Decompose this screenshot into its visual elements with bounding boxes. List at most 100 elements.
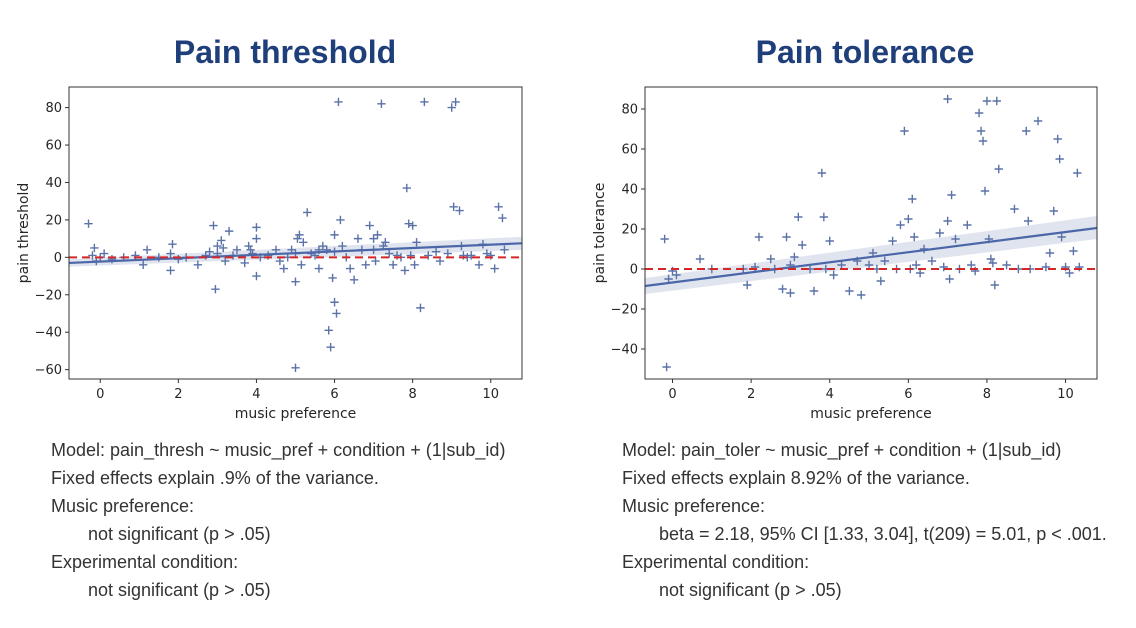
threshold-y-axis-label: pain threshold — [16, 183, 32, 284]
tolerance-data-point — [1055, 154, 1064, 164]
threshold-data-point — [412, 238, 421, 247]
tolerance-data-point — [910, 232, 919, 242]
threshold-data-point — [490, 264, 499, 273]
threshold-data-point — [408, 221, 417, 230]
tolerance-y-tick-label: −20 — [611, 303, 638, 318]
threshold-y-tick-label: 80 — [45, 101, 62, 116]
tolerance-data-point — [672, 270, 681, 280]
tolerance-x-tick-label: 0 — [668, 387, 676, 402]
threshold-data-point — [303, 208, 312, 217]
right-music-result: beta = 2.18, 95% CI [1.33, 3.04], t(209)… — [659, 524, 1107, 544]
tolerance-data-point — [888, 236, 897, 246]
threshold-data-point — [217, 236, 226, 245]
tolerance-data-point — [1073, 168, 1082, 178]
tolerance-data-point — [1022, 126, 1031, 136]
tolerance-data-point — [660, 234, 669, 244]
threshold-data-point — [338, 241, 347, 251]
tolerance-data-point — [1053, 134, 1062, 144]
tolerance-data-point — [1010, 204, 1019, 214]
tolerance-data-point — [786, 288, 795, 298]
threshold-data-point — [246, 245, 255, 255]
threshold-data-point — [474, 260, 484, 270]
tolerance-data-point — [664, 274, 673, 284]
threshold-data-point — [209, 221, 218, 230]
tolerance-data-point — [943, 94, 952, 104]
tolerance-x-tick-label: 10 — [1057, 387, 1074, 402]
threshold-y-tick-label: −40 — [35, 326, 62, 341]
tolerance-data-point — [1057, 232, 1066, 242]
tolerance-data-point — [978, 136, 988, 146]
tolerance-data-point — [1041, 262, 1051, 272]
threshold-data-point — [402, 183, 411, 193]
threshold-data-point — [244, 241, 253, 251]
threshold-data-point — [88, 251, 97, 260]
tolerance-y-tick-label: 20 — [621, 223, 638, 238]
threshold-data-point — [279, 264, 288, 273]
threshold-data-point — [142, 245, 152, 255]
tolerance-data-point — [845, 286, 854, 296]
tolerance-data-point — [935, 228, 944, 238]
threshold-data-point — [232, 245, 242, 255]
tolerance-data-point — [988, 258, 998, 268]
threshold-data-point — [449, 202, 458, 211]
threshold-data-point — [334, 97, 343, 107]
tolerance-data-point — [876, 276, 886, 286]
tolerance-y-tick-label: 80 — [621, 103, 638, 118]
threshold-y-tick-label: 40 — [45, 176, 62, 191]
threshold-data-point — [84, 219, 93, 228]
threshold-data-point — [388, 260, 398, 270]
threshold-data-point — [330, 298, 339, 307]
left-music-result: not significant (p > .05) — [88, 524, 271, 544]
tolerance-y-tick-label: 60 — [621, 143, 638, 158]
right-music-heading: Music preference: — [622, 496, 766, 516]
threshold-x-tick-label: 2 — [174, 387, 182, 402]
threshold-data-point — [211, 284, 220, 294]
threshold-data-point — [324, 326, 333, 335]
left-condition-heading: Experimental condition: — [51, 552, 239, 572]
threshold-data-point — [385, 249, 394, 258]
tolerance-data-point — [947, 190, 956, 200]
threshold-x-tick-label: 4 — [252, 387, 260, 402]
tolerance-data-point — [864, 260, 874, 270]
threshold-data-point — [381, 238, 390, 247]
threshold-data-point — [314, 264, 324, 273]
threshold-data-point — [328, 273, 337, 283]
tolerance-data-point — [856, 290, 866, 300]
threshold-data-point — [271, 245, 281, 255]
tolerance-x-tick-label: 2 — [747, 387, 755, 402]
tolerance-data-point — [778, 284, 787, 294]
tolerance-data-point — [951, 234, 960, 244]
tolerance-data-point — [1045, 248, 1055, 258]
threshold-plot-frame — [68, 86, 523, 380]
threshold-data-point — [400, 266, 410, 275]
tolerance-plot-area — [645, 94, 1097, 372]
threshold-y-tick-label: −20 — [35, 288, 62, 303]
tolerance-data-point — [829, 270, 838, 280]
tolerance-data-point — [943, 216, 952, 226]
tolerance-data-point — [695, 254, 705, 264]
tolerance-data-point — [974, 108, 984, 118]
tolerance-x-tick-label: 4 — [826, 387, 834, 402]
tolerance-plot-frame — [644, 86, 1098, 380]
threshold-x-tick-label: 10 — [482, 387, 499, 402]
tolerance-data-point — [939, 262, 948, 272]
tolerance-data-point — [809, 286, 819, 296]
threshold-data-point — [90, 243, 99, 253]
threshold-data-point — [299, 238, 308, 247]
tolerance-x-tick-label: 6 — [904, 387, 912, 402]
tolerance-data-point — [927, 256, 937, 266]
tolerance-data-point — [945, 274, 954, 284]
tolerance-data-point — [1069, 246, 1078, 256]
left-model-formula: Model: pain_thresh ~ music_pref + condit… — [51, 440, 506, 460]
threshold-data-point — [168, 240, 177, 249]
threshold-data-point — [467, 251, 476, 260]
tolerance-x-tick-label: 8 — [983, 387, 991, 402]
left-music-heading: Music preference: — [51, 496, 195, 516]
threshold-data-point — [369, 234, 378, 243]
left-chart-title: Pain threshold — [173, 34, 397, 70]
threshold-data-point — [252, 271, 261, 281]
right-variance-text: Fixed effects explain 8.92% of the varia… — [622, 468, 970, 488]
tolerance-data-point — [980, 186, 990, 196]
tolerance-confidence-band — [645, 216, 1097, 294]
right-condition-result: not significant (p > .05) — [659, 580, 842, 600]
